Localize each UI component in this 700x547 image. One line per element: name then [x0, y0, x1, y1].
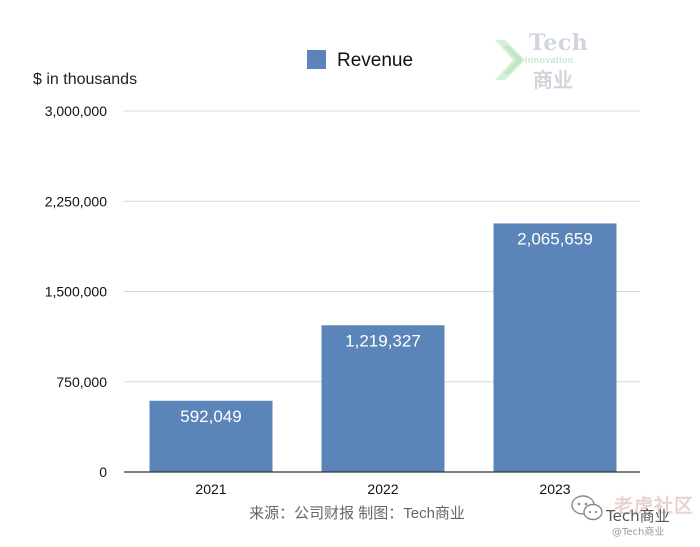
bar-data-label: 592,049	[180, 407, 241, 426]
bar-2023	[493, 223, 617, 472]
legend-swatch-revenue	[307, 50, 326, 69]
bar-2022	[321, 325, 445, 472]
y-tick-labels: 0 750,000 1,500,000 2,250,000 3,000,000	[45, 103, 108, 480]
legend-label-revenue: Revenue	[337, 50, 413, 71]
bar-data-labels: 592,049 1,219,327 2,065,659	[180, 229, 593, 425]
chat-bubble-icon	[571, 495, 603, 521]
x-tick-label: 2021	[195, 481, 226, 497]
bars	[149, 223, 617, 472]
y-tick-label: 3,000,000	[45, 103, 107, 119]
logo-cn: 商业	[533, 68, 573, 92]
source-note: 来源：公司财报 制图：Tech商业	[249, 505, 465, 522]
bar-2021	[149, 400, 273, 472]
social-handle-small: @Tech商业	[612, 527, 665, 538]
x-tick-label: 2022	[367, 481, 398, 497]
y-tick-label: 2,250,000	[45, 193, 107, 209]
tech-watermark-logo: Tech Innovation 商业	[493, 30, 603, 92]
x-tick-label: 2023	[539, 481, 570, 497]
bar-data-label: 2,065,659	[517, 229, 593, 248]
logo-subtext: Innovation	[525, 55, 574, 65]
arrow-logo-icon	[495, 40, 525, 80]
logo-word: Tech	[529, 30, 589, 56]
y-tick-label: 750,000	[56, 374, 107, 390]
y-tick-label: 1,500,000	[45, 284, 107, 300]
social-brand: 老虎社区	[614, 495, 695, 517]
bar-data-label: 1,219,327	[345, 331, 421, 350]
social-handle: Tech商业	[606, 507, 670, 525]
y-tick-label: 0	[99, 464, 107, 480]
x-tick-labels: 2021 2022 2023	[195, 481, 570, 497]
social-watermark: 老虎社区 Tech商业 @Tech商业	[570, 488, 700, 542]
legend: Revenue	[307, 50, 413, 71]
y-axis-title: $ in thousands	[33, 71, 137, 88]
